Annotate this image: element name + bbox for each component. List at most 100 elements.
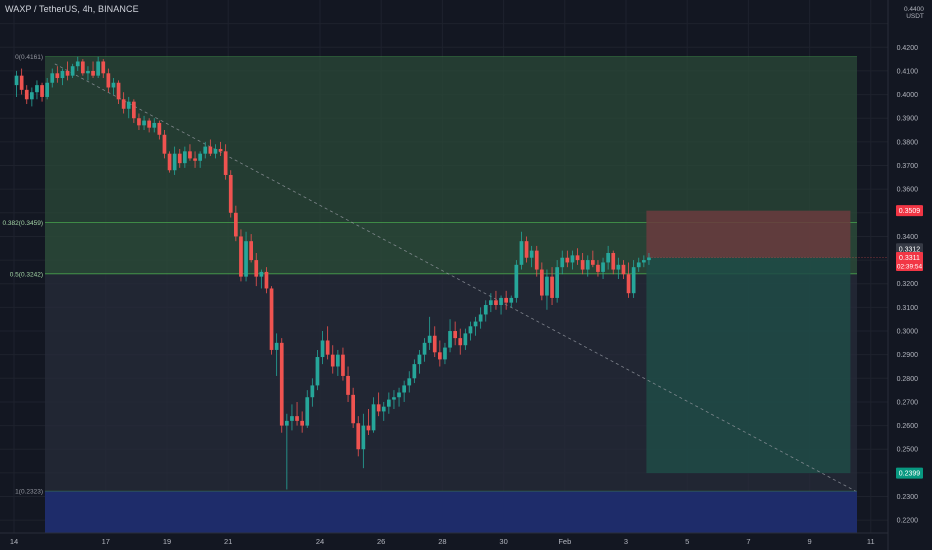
candle-body-62	[330, 354, 335, 367]
fib-level-label-0: 0(0.4161)	[15, 54, 43, 61]
price-tick-6: 0.3700	[897, 163, 919, 170]
candle-body-22	[126, 101, 131, 109]
candle-body-115	[601, 262, 605, 272]
candle-body-54	[290, 416, 294, 421]
candle-body-70	[371, 404, 376, 431]
symbol-header: WAXP / TetherUS, 4h, BINANCE	[5, 4, 139, 14]
candle-body-89	[468, 326, 473, 334]
candle-body-19	[111, 82, 116, 88]
candle-body-32	[177, 153, 182, 164]
candle-body-53	[285, 420, 289, 426]
candle-body-76	[402, 385, 406, 393]
candle-body-121	[631, 267, 636, 294]
candle-body-60	[320, 340, 325, 358]
candle-body-8	[55, 73, 60, 79]
candle-body-98	[514, 264, 519, 298]
candle-body-31	[172, 153, 177, 171]
axis-unit-currency: USDT	[906, 13, 924, 20]
candle-body-64	[341, 354, 345, 376]
candle-body-94	[494, 300, 498, 306]
candle-body-66	[351, 394, 355, 424]
candle-body-50	[269, 288, 274, 350]
price-tick-3: 0.4000	[897, 92, 919, 99]
price-tick-11: 0.3200	[897, 281, 919, 288]
price-label-text-3: 0.2399	[899, 471, 921, 478]
time-tick-9: 3	[624, 537, 628, 546]
time-tick-6: 28	[438, 537, 446, 546]
candle-body-90	[473, 321, 478, 327]
candle-body-7	[50, 73, 55, 83]
candle-body-37	[203, 146, 208, 154]
candle-body-63	[336, 354, 340, 367]
time-tick-4: 24	[316, 537, 324, 546]
candle-body-104	[545, 276, 549, 296]
price-label-text-0: 0.3509	[899, 208, 921, 215]
axis-unit-label: 0.4400 USDT	[904, 6, 924, 20]
fib-level-label-1: 0.382(0.3459)	[3, 220, 43, 227]
candle-body-74	[392, 397, 396, 400]
fib-level-label-3: 1(0.2323)	[15, 489, 43, 496]
candle-body-25	[142, 120, 146, 126]
price-tick-16: 0.2700	[897, 399, 919, 406]
candle-body-12	[75, 61, 80, 67]
candle-body-0	[14, 75, 19, 86]
candle-body-35	[193, 158, 197, 161]
fib-zone-blue	[45, 491, 857, 533]
candle-body-52	[279, 342, 284, 426]
candle-body-55	[295, 416, 299, 421]
candle-body-86	[453, 331, 457, 339]
candle-body-4	[35, 85, 39, 93]
candle-body-3	[30, 92, 34, 100]
price-label-box-1	[896, 243, 923, 255]
time-tick-3: 21	[224, 537, 232, 546]
candle-body-21	[121, 99, 126, 109]
position-target-zone	[646, 257, 851, 474]
candle-body-114	[596, 264, 600, 272]
time-tick-5: 26	[377, 537, 385, 546]
candle-body-13	[81, 61, 85, 74]
price-tick-18: 0.2500	[897, 447, 919, 454]
time-tick-0: 14	[10, 537, 18, 546]
candle-body-39	[213, 148, 218, 154]
candle-body-85	[448, 331, 452, 348]
price-tick-17: 0.2600	[897, 423, 919, 430]
candle-body-117	[611, 252, 616, 270]
candle-body-61	[325, 340, 330, 355]
candle-body-111	[580, 260, 585, 270]
candle-body-79	[417, 354, 422, 365]
price-tick-14: 0.2900	[897, 352, 919, 359]
candle-body-20	[116, 82, 121, 100]
price-tick-13: 0.3000	[897, 329, 919, 336]
candle-body-56	[300, 420, 304, 426]
price-label-text-1: 0.3312	[899, 246, 921, 253]
candle-body-95	[499, 297, 503, 306]
price-label-box-2	[896, 251, 923, 271]
price-tick-4: 0.3900	[897, 116, 919, 123]
candle-body-93	[489, 300, 493, 306]
candle-body-82	[432, 335, 437, 353]
candle-body-45	[244, 241, 248, 277]
candle-body-105	[550, 276, 554, 298]
price-label-text-2: 0.3311	[899, 255, 920, 262]
candle-body-2	[24, 89, 29, 100]
candle-body-29	[162, 134, 167, 154]
time-tick-1: 17	[102, 537, 110, 546]
candle-body-28	[157, 122, 162, 135]
candle-body-57	[305, 397, 310, 426]
time-tick-12: 9	[808, 537, 812, 546]
time-tick-10: 5	[685, 537, 689, 546]
candle-body-81	[427, 335, 432, 343]
candle-body-84	[443, 347, 447, 360]
candle-body-33	[183, 151, 187, 164]
candle-body-88	[463, 333, 468, 346]
candle-body-101	[529, 250, 534, 258]
candle-body-41	[223, 151, 228, 175]
candle-body-106	[555, 267, 559, 298]
price-tick-2: 0.4100	[897, 68, 919, 75]
candle-body-46	[249, 241, 253, 261]
axis-unit-value: 0.4400	[904, 6, 924, 13]
candle-body-116	[606, 252, 610, 263]
time-tick-2: 19	[163, 537, 171, 546]
price-tick-15: 0.2800	[897, 376, 919, 383]
candle-body-34	[188, 151, 192, 159]
